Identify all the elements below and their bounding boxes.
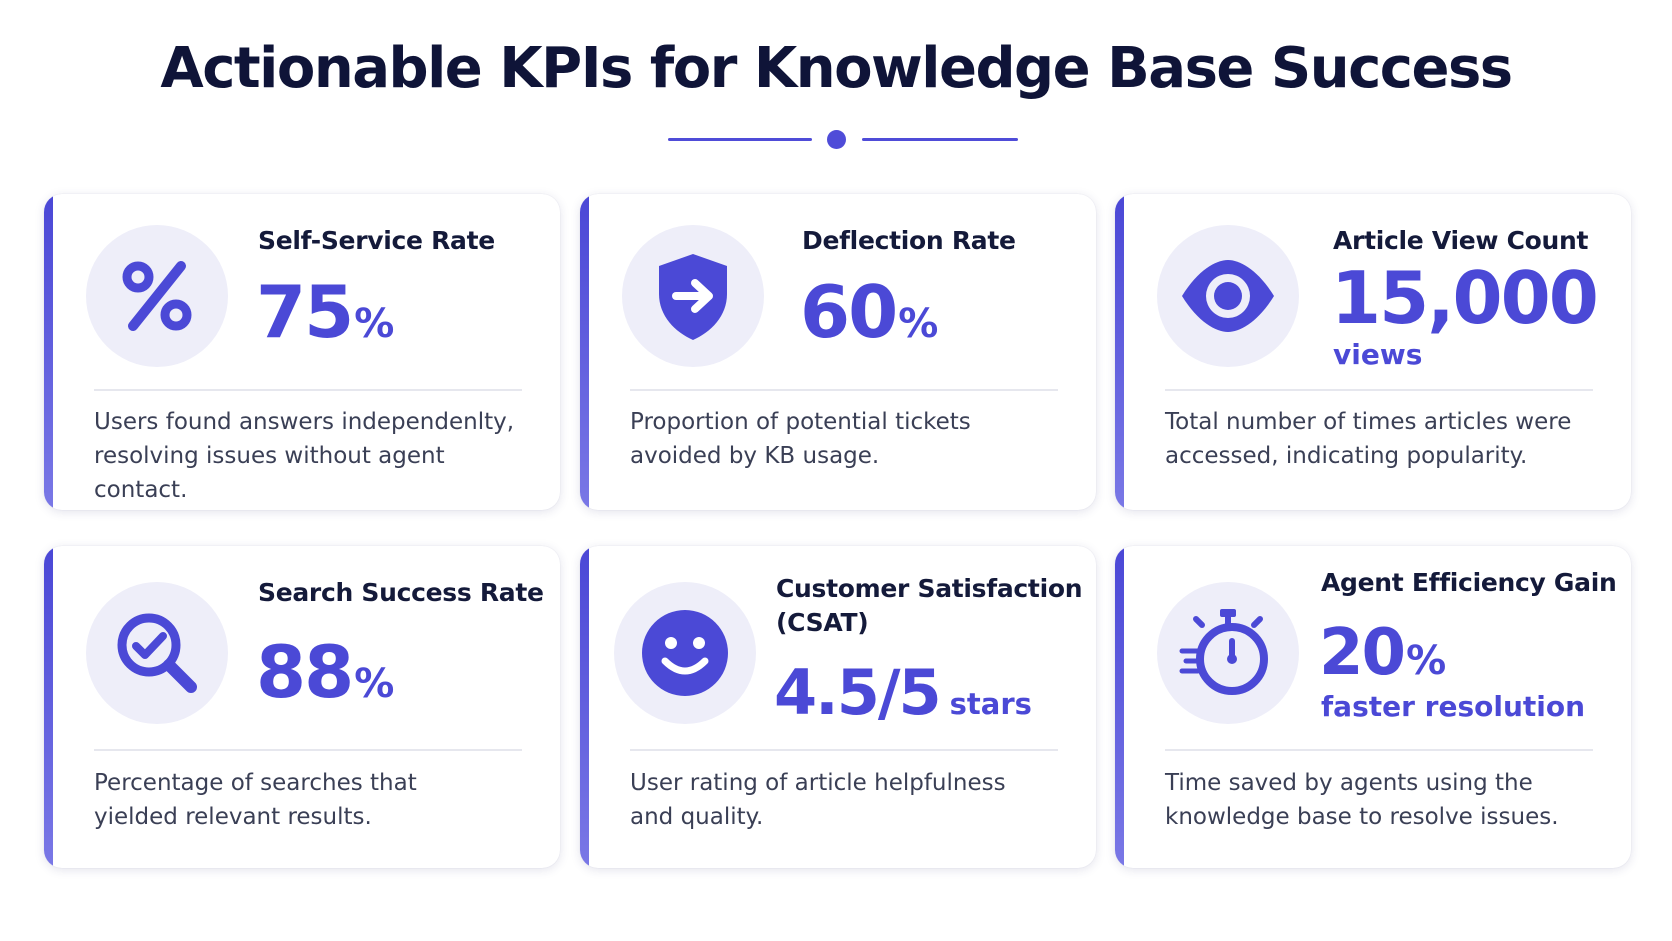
metric-number: 60 <box>800 270 898 354</box>
metric-value: 20% <box>1319 616 1446 690</box>
description-line: yielded relevant results. <box>94 804 372 830</box>
metric-description: Percentage of searches that yielded rele… <box>94 766 540 834</box>
card-accent-bar <box>1115 194 1124 510</box>
metric-description: Proportion of potential tickets avoided … <box>630 405 1076 473</box>
metric-title-line: (CSAT) <box>776 608 869 637</box>
metric-unit: % <box>898 301 939 347</box>
smiley-icon <box>642 610 728 696</box>
metric-description: User rating of article helpfulness and q… <box>630 766 1076 834</box>
metric-value: 15,000 <box>1331 256 1599 340</box>
metric-unit: % <box>354 661 395 707</box>
metric-subtext: faster resolution <box>1321 690 1586 723</box>
metric-value: 75% <box>256 270 394 354</box>
icon-circle <box>1157 582 1299 724</box>
icon-circle <box>614 582 756 724</box>
icon-circle <box>86 582 228 724</box>
card-accent-bar <box>44 194 53 510</box>
description-line: Proportion of potential tickets <box>630 409 971 435</box>
description-line: knowledge base to resolve issues. <box>1165 804 1559 830</box>
description-line: Percentage of searches that <box>94 770 417 796</box>
metric-number: 15,000 <box>1331 256 1599 340</box>
description-line: resolving issues without agent contact. <box>94 443 445 503</box>
card-accent-bar <box>44 546 53 868</box>
card-accent-bar <box>580 546 589 868</box>
icon-circle <box>1157 225 1299 367</box>
metric-title-line: Customer Satisfaction <box>776 574 1083 603</box>
metric-title: Agent Efficiency Gain <box>1321 568 1617 597</box>
card-separator <box>94 749 522 751</box>
card-separator <box>630 389 1058 391</box>
kpi-card-self-service-rate: Self-Service Rate 75% Users found answer… <box>44 194 560 510</box>
kpi-card-customer-satisfaction: Customer Satisfaction (CSAT) 4.5/5 stars … <box>580 546 1096 868</box>
metric-title: Customer Satisfaction (CSAT) <box>776 572 1083 640</box>
card-separator <box>1165 389 1593 391</box>
description-line: and quality. <box>630 804 764 830</box>
metric-title: Self-Service Rate <box>258 226 495 255</box>
metric-unit: stars <box>949 687 1032 721</box>
metric-description: Time saved by agents using the knowledge… <box>1165 766 1611 834</box>
metric-value: 4.5/5 stars <box>774 656 1032 729</box>
card-separator <box>1165 749 1593 751</box>
stopwatch-icon <box>1179 609 1268 695</box>
card-separator <box>630 749 1058 751</box>
kpi-card-search-success-rate: Search Success Rate 88% Percentage of se… <box>44 546 560 868</box>
metric-title: Article View Count <box>1333 226 1589 255</box>
metric-unit: % <box>354 301 395 347</box>
description-line: accessed, indicating popularity. <box>1165 443 1528 469</box>
divider-line-left <box>668 138 812 141</box>
metric-title: Deflection Rate <box>802 226 1016 255</box>
description-line: User rating of article helpfulness <box>630 770 1006 796</box>
metric-subtext: views <box>1333 338 1423 371</box>
description-line: avoided by KB usage. <box>630 443 880 469</box>
metric-description: Total number of times articles were acce… <box>1165 405 1611 473</box>
card-separator <box>94 389 522 391</box>
metric-unit: % <box>1406 638 1447 684</box>
kpi-card-agent-efficiency-gain: Agent Efficiency Gain 20% faster resolut… <box>1115 546 1631 868</box>
page-title: Actionable KPIs for Knowledge Base Succe… <box>160 36 1513 101</box>
icon-circle <box>622 225 764 367</box>
kpi-card-deflection-rate: Deflection Rate 60% Proportion of potent… <box>580 194 1096 510</box>
metric-number: 75 <box>256 270 354 354</box>
kpi-card-article-view-count: Article View Count 15,000 views Total nu… <box>1115 194 1631 510</box>
metric-number: 88 <box>256 630 354 714</box>
divider-dot <box>827 130 846 149</box>
metric-number: 20 <box>1319 616 1406 690</box>
shield-arrow-icon <box>659 254 727 340</box>
metric-value: 60% <box>800 270 938 354</box>
divider-line-right <box>862 138 1018 141</box>
metric-value: 88% <box>256 630 394 714</box>
description-line: Users found answers independenlty, <box>94 409 515 435</box>
card-accent-bar <box>580 194 589 510</box>
metric-number: 4.5/5 <box>774 656 942 729</box>
icon-circle <box>86 225 228 367</box>
description-line: Total number of times articles were <box>1165 409 1572 435</box>
eye-icon <box>1182 260 1274 332</box>
description-line: Time saved by agents using the <box>1165 770 1533 796</box>
title-divider <box>0 128 1672 152</box>
magnifier-check-icon <box>117 613 197 693</box>
metric-title: Search Success Rate <box>258 578 544 607</box>
metric-description: Users found answers independenlty, resol… <box>94 405 540 507</box>
percent-icon <box>122 261 192 331</box>
card-accent-bar <box>1115 546 1124 868</box>
